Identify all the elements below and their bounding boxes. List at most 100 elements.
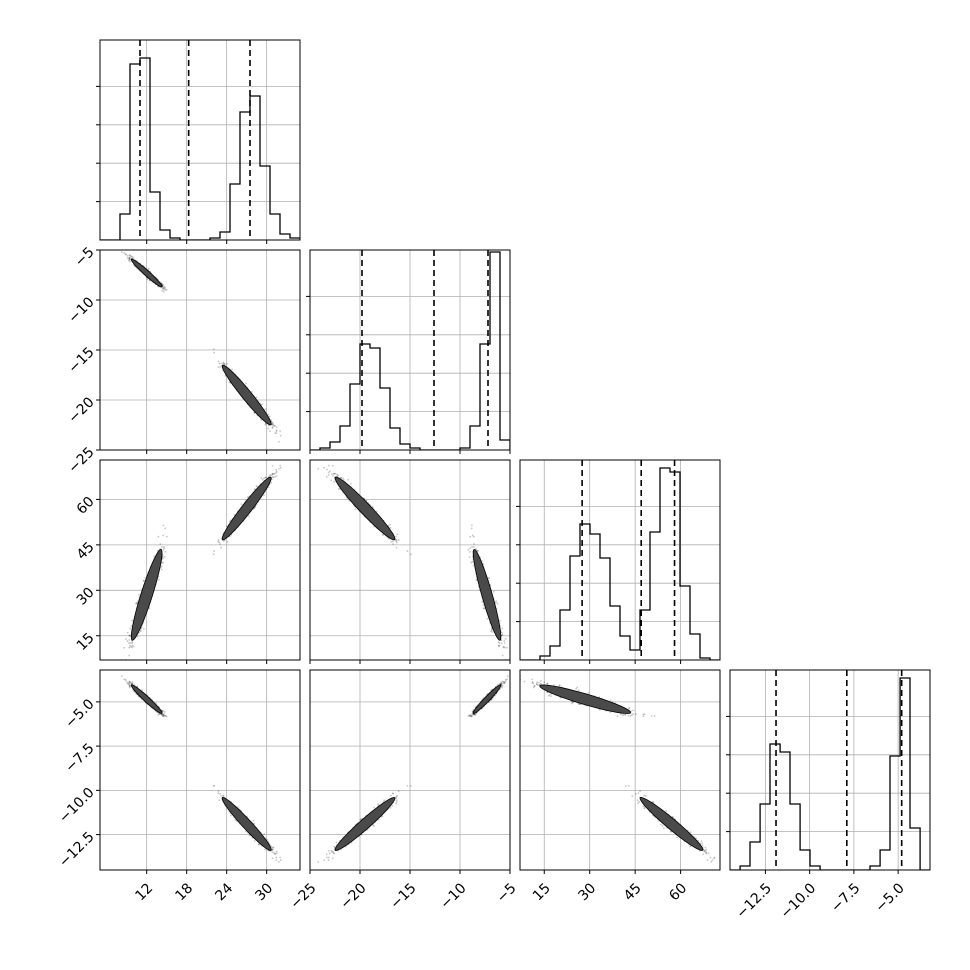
sample-point <box>275 470 278 473</box>
sample-point <box>275 474 278 477</box>
histogram-step <box>100 57 300 240</box>
sample-point <box>128 257 131 260</box>
sample-point <box>128 259 130 262</box>
density-contour <box>130 258 163 288</box>
sample-point <box>131 644 134 647</box>
sample-point <box>271 427 274 429</box>
histogram-panel-1 <box>100 40 300 240</box>
sample-point <box>501 633 504 636</box>
sample-point <box>274 432 277 435</box>
sample-point <box>128 639 131 641</box>
sample-point <box>163 555 166 558</box>
sample-point <box>279 464 281 467</box>
sample-point <box>129 256 131 259</box>
sample-point <box>153 555 156 558</box>
sample-point <box>271 473 274 476</box>
sample-point <box>162 548 165 551</box>
sample-point <box>157 535 160 538</box>
sample-point <box>129 254 132 257</box>
sample-point <box>131 255 133 258</box>
sample-point <box>261 478 264 481</box>
sample-point <box>267 424 270 427</box>
sample-point <box>160 546 163 548</box>
histogram-step <box>310 251 510 450</box>
sample-point <box>273 425 276 428</box>
sample-point <box>275 430 278 433</box>
sample-point <box>142 579 145 582</box>
sample-point <box>135 602 137 605</box>
sample-point <box>268 415 271 418</box>
sample-point <box>260 419 263 421</box>
scatter-panel-2-1 <box>100 250 300 450</box>
sample-point <box>278 440 280 443</box>
sample-point <box>128 256 131 259</box>
sample-point <box>279 466 282 469</box>
sample-point <box>121 251 123 254</box>
sample-point <box>218 541 221 544</box>
sample-point <box>143 628 145 630</box>
sample-point <box>271 422 274 425</box>
sample-point <box>256 485 259 488</box>
sample-point <box>231 368 233 371</box>
sample-point <box>226 540 229 543</box>
sample-point <box>264 476 267 479</box>
sample-point <box>124 253 127 256</box>
sample-point <box>223 363 226 365</box>
histogram-panel-2 <box>310 250 510 450</box>
sample-point <box>275 468 278 471</box>
sample-point <box>271 426 274 429</box>
density-contour <box>221 476 272 541</box>
sample-point <box>271 423 274 426</box>
sample-point <box>222 362 225 365</box>
sample-point <box>162 561 164 564</box>
sample-point <box>217 360 220 363</box>
sample-point <box>162 286 164 289</box>
sample-point <box>125 638 127 640</box>
sample-point <box>131 619 134 622</box>
sample-point <box>164 550 167 553</box>
sample-point <box>229 519 232 522</box>
sample-point <box>163 288 165 291</box>
sample-point <box>274 475 277 478</box>
sample-point <box>163 547 165 550</box>
sample-point <box>263 494 265 497</box>
sample-point <box>245 382 248 385</box>
sample-point <box>222 361 225 364</box>
sample-point <box>129 644 131 647</box>
sample-point <box>260 477 263 479</box>
sample-point <box>472 564 475 567</box>
sample-point <box>126 631 129 634</box>
sample-point <box>268 430 271 433</box>
sample-point <box>128 654 131 657</box>
sample-point <box>131 642 133 645</box>
scatter-panel-3-2 <box>310 460 510 660</box>
sample-point <box>264 408 267 411</box>
sample-point <box>138 593 140 596</box>
sample-point <box>128 642 130 645</box>
sample-point <box>251 390 253 393</box>
sample-point <box>501 627 504 630</box>
sample-point <box>218 362 221 365</box>
sample-point <box>160 568 163 571</box>
sample-point <box>267 413 270 416</box>
sample-point <box>274 472 277 475</box>
sample-point <box>143 579 145 582</box>
sample-point <box>161 283 164 286</box>
sample-point <box>162 287 164 290</box>
sample-point <box>255 396 258 399</box>
sample-point <box>275 429 278 432</box>
sample-point <box>220 362 223 365</box>
sample-point <box>163 286 166 288</box>
sample-point <box>130 255 132 258</box>
histogram-step <box>730 677 930 870</box>
sample-point <box>132 645 135 648</box>
sample-point <box>161 289 163 292</box>
sample-point <box>148 607 151 610</box>
sample-point <box>165 535 168 538</box>
sample-point <box>253 488 256 491</box>
sample-point <box>271 473 274 475</box>
sample-point <box>128 257 131 260</box>
sample-point <box>225 363 228 365</box>
sample-point <box>131 641 134 644</box>
